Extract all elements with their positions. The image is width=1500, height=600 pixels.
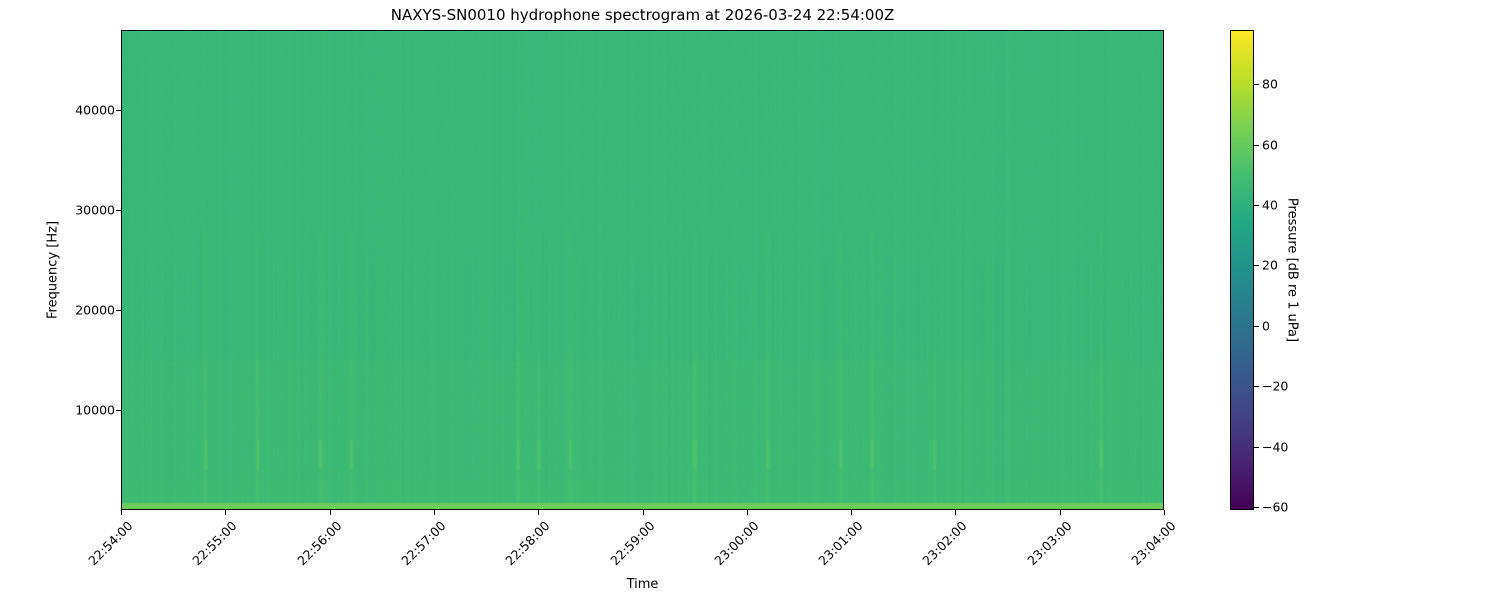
- colorbar-tick-label: −60: [1262, 499, 1289, 515]
- x-tick-label: 22:56:00: [293, 518, 345, 569]
- x-tick-mark: [955, 510, 957, 515]
- colorbar-tick-label: 60: [1262, 137, 1278, 153]
- x-tick-mark: [329, 510, 331, 515]
- colorbar: [1230, 30, 1254, 510]
- x-tick-label: 22:59:00: [606, 518, 658, 569]
- x-tick-label: 23:01:00: [815, 518, 866, 569]
- x-tick-mark: [538, 510, 540, 515]
- colorbar-tick-label: 20: [1262, 257, 1278, 273]
- x-tick-mark: [1164, 510, 1165, 515]
- x-tick-label: 22:55:00: [189, 518, 240, 569]
- colorbar-tick-label: 40: [1262, 197, 1278, 213]
- y-tick-label: 20000: [75, 302, 115, 318]
- spectrogram-heatmap: [122, 31, 1163, 509]
- x-tick-label: 22:57:00: [398, 518, 449, 569]
- y-tick-label: 10000: [75, 402, 115, 418]
- x-tick-mark: [433, 510, 435, 515]
- colorbar-label: Pressure [dB re 1 uPa]: [1284, 197, 1300, 343]
- colorbar-tick-mark: [1254, 386, 1259, 388]
- chart-title: NAXYS-SN0010 hydrophone spectrogram at 2…: [390, 6, 895, 24]
- x-tick-label: 22:54:00: [85, 518, 136, 569]
- colorbar-tick-mark: [1254, 205, 1259, 207]
- x-tick-mark: [642, 510, 644, 515]
- x-tick-mark: [851, 510, 853, 515]
- x-tick-label: 23:03:00: [1023, 518, 1075, 569]
- colorbar-tick-label: 80: [1262, 76, 1278, 92]
- y-tick-mark: [116, 310, 121, 311]
- x-tick-mark: [121, 510, 122, 515]
- y-tick-mark: [116, 410, 121, 411]
- colorbar-tick-mark: [1254, 506, 1259, 508]
- spectrogram-plot-area: [121, 30, 1164, 510]
- colorbar-tick-label: −40: [1262, 439, 1289, 455]
- x-axis-label: Time: [626, 577, 659, 592]
- colorbar-tick-mark: [1254, 265, 1259, 267]
- y-tick-label: 40000: [75, 102, 115, 118]
- colorbar-tick-mark: [1254, 446, 1259, 448]
- x-tick-label: 23:00:00: [711, 518, 762, 569]
- y-tick-mark: [116, 110, 121, 111]
- x-tick-label: 23:02:00: [919, 518, 970, 569]
- x-tick-label: 22:58:00: [502, 518, 553, 569]
- colorbar-tick-mark: [1254, 325, 1259, 327]
- y-tick-label: 30000: [75, 202, 115, 218]
- colorbar-tick-label: 0: [1262, 318, 1270, 334]
- colorbar-tick-mark: [1254, 144, 1259, 146]
- x-tick-label: 23:04:00: [1128, 518, 1179, 569]
- x-tick-mark: [746, 510, 748, 515]
- x-tick-mark: [225, 510, 227, 515]
- y-axis-label: Frequency [Hz]: [45, 220, 61, 320]
- y-tick-mark: [116, 210, 121, 211]
- colorbar-tick-label: −20: [1262, 378, 1289, 394]
- colorbar-tick-mark: [1254, 84, 1259, 86]
- x-tick-mark: [1059, 510, 1061, 515]
